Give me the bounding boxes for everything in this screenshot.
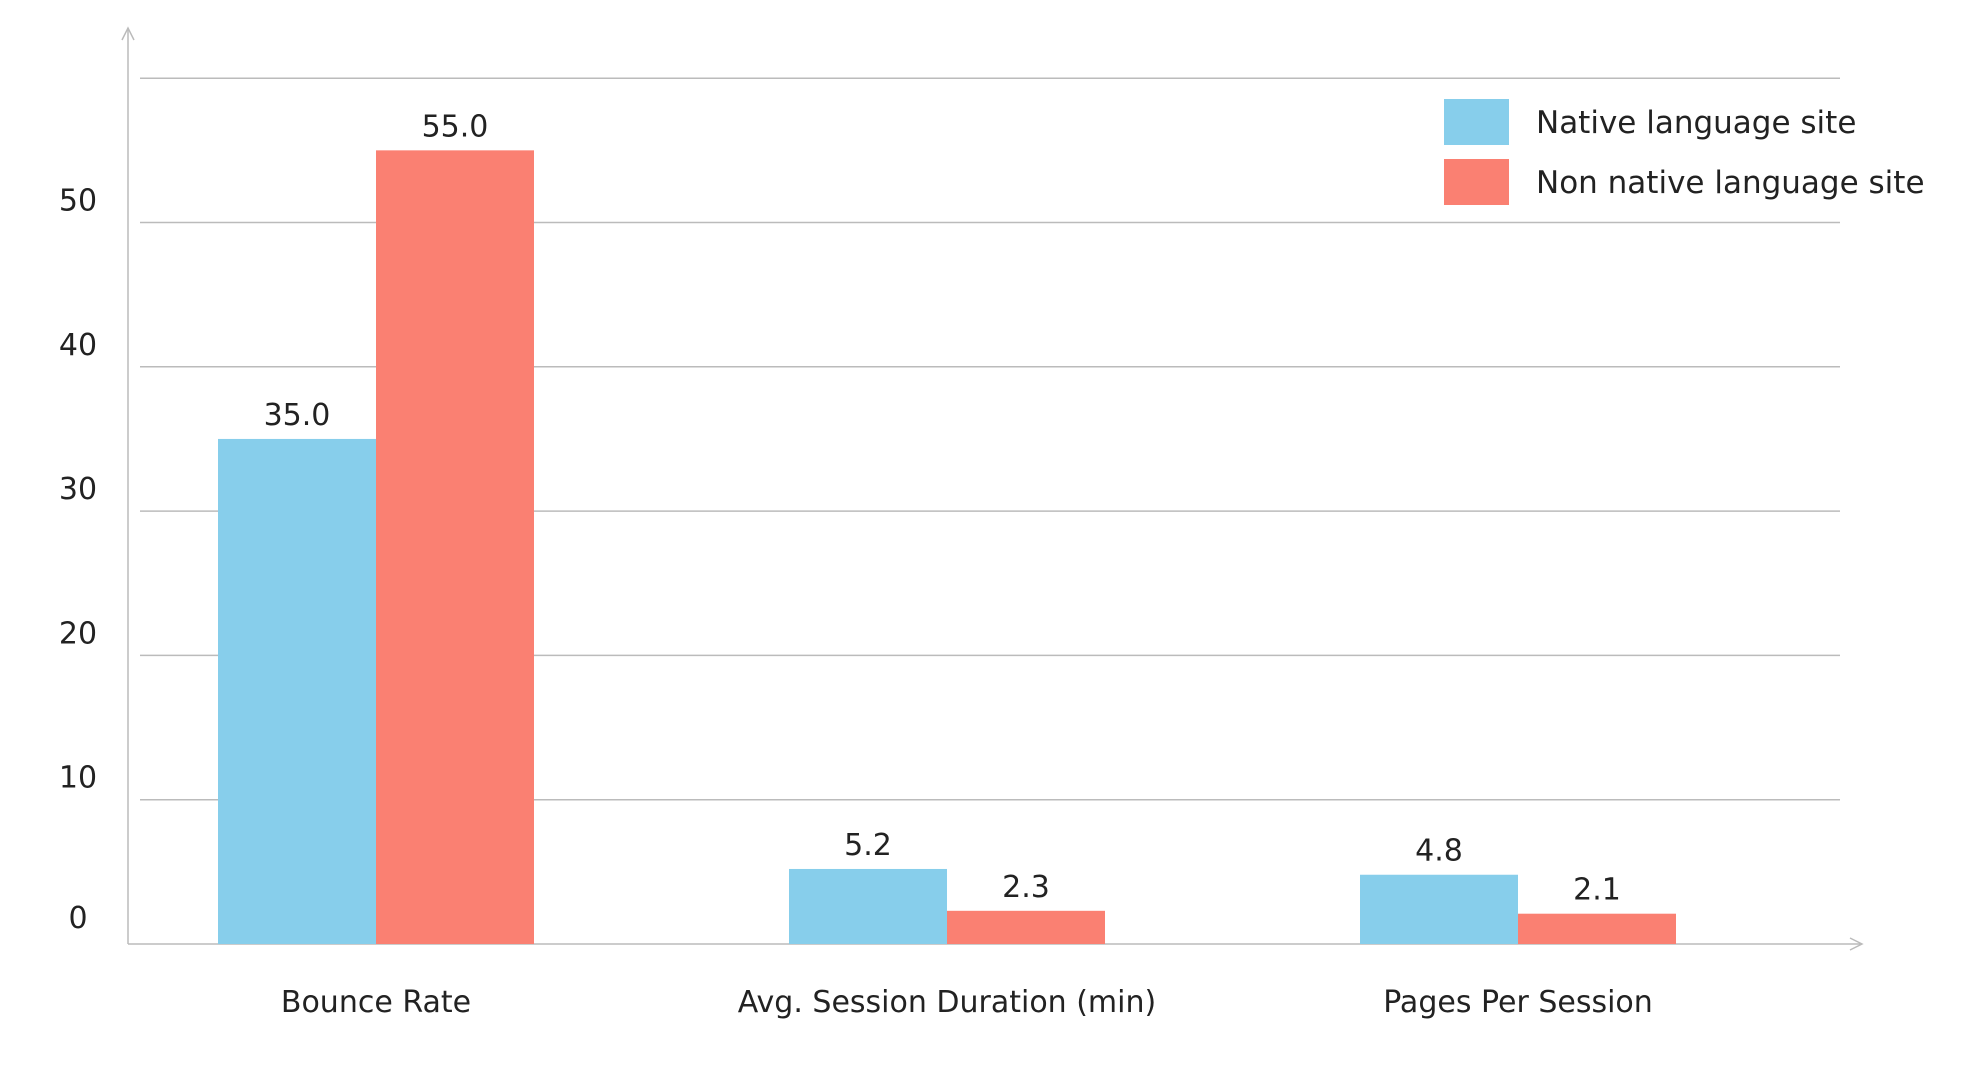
legend-label: Native language site (1536, 105, 1856, 141)
y-tick-label: 30 (59, 472, 97, 507)
bar (789, 868, 947, 944)
bar (218, 438, 376, 944)
data-label: 5.2 (844, 828, 892, 863)
legend-label: Non native language site (1536, 165, 1925, 201)
y-tick-label: 40 (59, 328, 97, 363)
x-category-label: Avg. Session Duration (min) (738, 985, 1156, 1020)
bar (947, 910, 1105, 944)
x-category-label: Pages Per Session (1383, 985, 1653, 1020)
y-tick-label: 10 (59, 761, 97, 796)
y-tick-label: 50 (59, 184, 97, 219)
data-label: 35.0 (264, 398, 331, 433)
y-tick-label: 20 (59, 616, 97, 651)
bar (376, 150, 534, 945)
y-axis-arrow (121, 26, 135, 41)
data-label: 55.0 (422, 109, 489, 144)
data-labels: 35.0 55.0 5.2 2.3 4.8 2.1 (264, 109, 1621, 907)
y-tick-labels: 0 10 20 30 40 50 (59, 184, 97, 937)
data-label: 2.3 (1002, 870, 1050, 905)
x-category-label: Bounce Rate (281, 985, 471, 1020)
legend-swatch (1444, 99, 1509, 145)
bar (1360, 874, 1518, 944)
bars (218, 150, 1676, 945)
data-label: 4.8 (1415, 834, 1463, 869)
legend: Native language site Non native language … (1444, 99, 1925, 205)
bar (1518, 913, 1676, 944)
data-label: 2.1 (1573, 873, 1621, 908)
x-axis-arrow (1849, 937, 1864, 951)
y-tick-label: 0 (68, 901, 87, 936)
category-labels: Bounce Rate Avg. Session Duration (min) Pa… (281, 985, 1653, 1020)
legend-swatch (1444, 159, 1509, 205)
